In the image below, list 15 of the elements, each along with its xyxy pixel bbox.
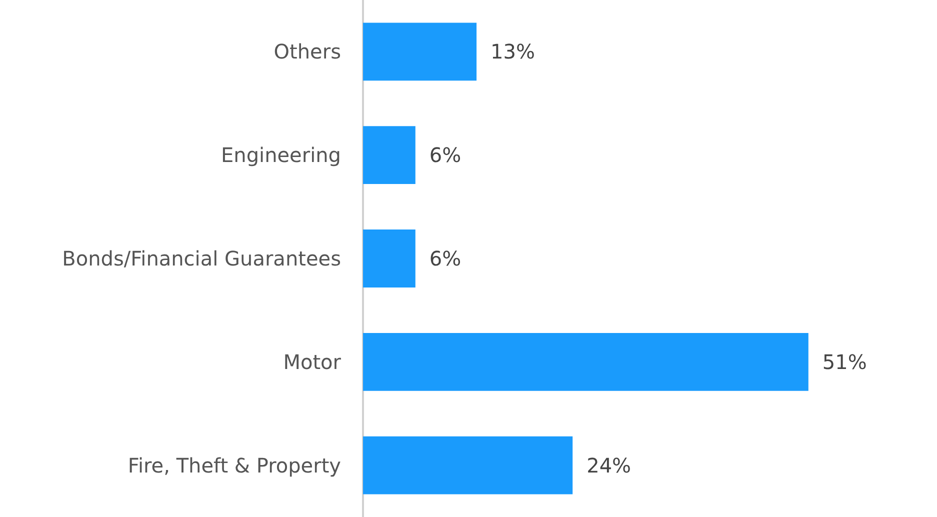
- bar: [363, 436, 573, 494]
- bar: [363, 126, 416, 184]
- bar: [363, 230, 416, 288]
- bar: [363, 22, 477, 81]
- data-label: 24%: [586, 453, 632, 478]
- data-label: 6%: [429, 246, 462, 270]
- y-tick-label: Motor: [283, 350, 342, 374]
- data-label: 6%: [429, 143, 462, 168]
- data-label: 13%: [490, 40, 535, 64]
- y-tick-label: Bonds/Financial Guarantees: [62, 246, 341, 270]
- y-tick-label: Fire, Theft & Property: [128, 453, 342, 478]
- data-label: 51%: [822, 350, 867, 374]
- y-tick-label: Engineering: [221, 143, 341, 168]
- bar: [363, 332, 808, 391]
- y-tick-label: Others: [274, 40, 341, 64]
